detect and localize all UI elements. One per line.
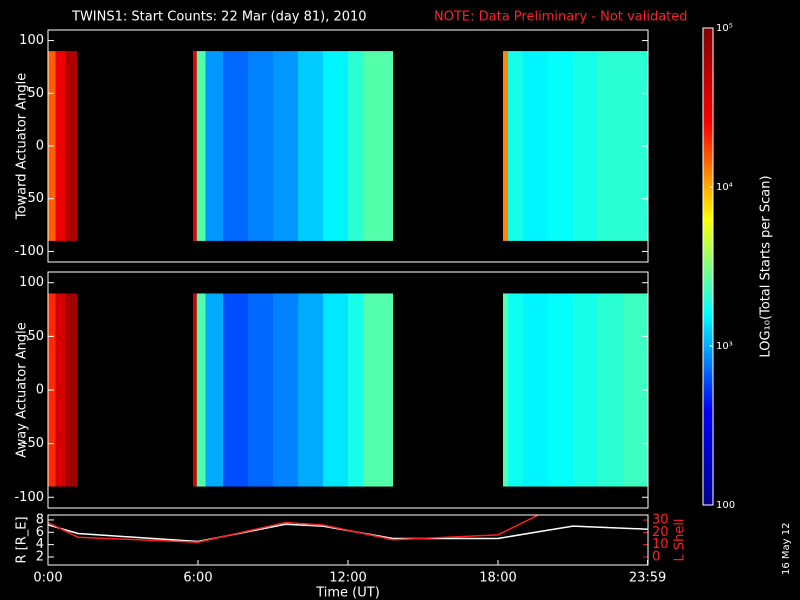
y-tick-label: 0 xyxy=(36,383,44,398)
heatmap-cell xyxy=(508,51,523,241)
heatmap-cell xyxy=(223,51,248,241)
heatmap-cell xyxy=(55,51,66,241)
heatmap-cell xyxy=(508,293,523,487)
y-axis-label: Toward Actuator Angle xyxy=(15,73,30,220)
heatmap-cell xyxy=(503,51,508,241)
heatmap-cell xyxy=(523,51,548,241)
note: NOTE: Data Preliminary - Not validated xyxy=(434,10,688,25)
y-tick-label: 8 xyxy=(36,512,44,527)
y-tick-label: -50 xyxy=(23,436,44,451)
heatmap-cell xyxy=(363,51,393,241)
colorbar-tick-label: 10⁵ xyxy=(716,23,733,34)
heatmap-cell xyxy=(573,293,598,487)
heatmap-cell xyxy=(223,293,248,487)
x-tick-label: 6:00 xyxy=(183,571,212,586)
heatmap-cell xyxy=(193,293,197,487)
heatmap-cell xyxy=(248,293,273,487)
heatmap-cell xyxy=(363,293,393,487)
y-tick-label: -100 xyxy=(14,244,44,259)
date-stamp: 16 May 12 xyxy=(781,523,792,575)
heatmap-cell xyxy=(196,51,206,241)
heatmap-cell xyxy=(573,51,598,241)
x-tick-label: 18:00 xyxy=(479,571,516,586)
y2-tick-label: 10 xyxy=(652,537,669,552)
y2-tick-label: 0 xyxy=(652,549,660,564)
y-tick-label: -100 xyxy=(14,490,44,505)
heatmap-cell xyxy=(323,51,348,241)
heatmap-cell xyxy=(196,293,206,487)
heatmap-cell xyxy=(298,293,323,487)
colorbar-tick-label: 10³ xyxy=(716,341,733,352)
y2-tick-label: 20 xyxy=(652,525,669,540)
series-line xyxy=(48,515,540,543)
heatmap-cell xyxy=(65,51,78,241)
y-tick-label: 50 xyxy=(27,329,44,344)
heatmap-cell xyxy=(273,293,298,487)
colorbar-tick-label: 10⁴ xyxy=(716,182,733,193)
heatmap-cell xyxy=(348,51,363,241)
y-axis-label: Away Actuator Angle xyxy=(15,322,30,457)
y2-axis-label: L Shell xyxy=(673,518,688,561)
heatmap-cell xyxy=(55,293,66,487)
x-tick-label: 23:59 xyxy=(629,571,666,586)
y-tick-label: 6 xyxy=(36,525,44,540)
chart-title: TWINS1: Start Counts: 22 Mar (day 81), 2… xyxy=(71,10,367,25)
heatmap-cell xyxy=(323,293,348,487)
x-axis-label: Time (UT) xyxy=(315,586,380,600)
heatmap-cell xyxy=(193,51,197,241)
series-line xyxy=(48,523,648,543)
y2-tick-label: 30 xyxy=(652,513,669,528)
heatmap-cell xyxy=(65,293,78,487)
y-tick-label: 2 xyxy=(36,549,44,564)
y-axis-label: R [R_E] xyxy=(15,516,30,563)
heatmap-cell xyxy=(503,293,508,487)
y-tick-label: -50 xyxy=(23,191,44,206)
heatmap-cell xyxy=(273,51,298,241)
x-tick-label: 0:00 xyxy=(33,571,62,586)
y-tick-label: 4 xyxy=(36,537,44,552)
y-tick-label: 100 xyxy=(19,33,44,48)
colorbar xyxy=(702,27,714,506)
heatmap-cell xyxy=(598,51,623,241)
y-tick-label: 100 xyxy=(19,275,44,290)
heatmap-cell xyxy=(548,293,573,487)
heatmap-cell xyxy=(248,51,273,241)
colorbar-tick-label: 100 xyxy=(716,500,735,511)
x-tick-label: 12:00 xyxy=(329,571,366,586)
colorbar-label: LOG₁₀(Total Starts per Scan) xyxy=(759,175,774,357)
heatmap-cell xyxy=(598,293,623,487)
heatmap-cell xyxy=(298,51,323,241)
plot-frame xyxy=(47,514,649,566)
heatmap-cell xyxy=(348,293,363,487)
y-tick-label: 50 xyxy=(27,86,44,101)
heatmap-cell xyxy=(205,51,223,241)
heatmap-cell xyxy=(523,293,548,487)
heatmap-cell xyxy=(205,293,223,487)
y-tick-label: 0 xyxy=(36,139,44,154)
heatmap-cell xyxy=(548,51,573,241)
